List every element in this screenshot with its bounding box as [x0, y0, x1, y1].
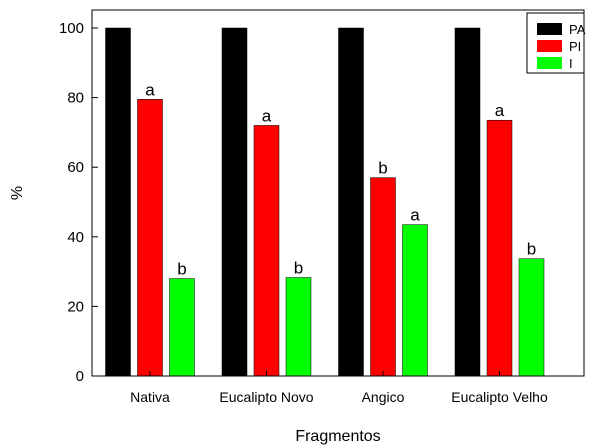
bar-data-label: a [262, 106, 272, 125]
bar-data-label: a [410, 206, 420, 225]
x-tick-label: Angico [362, 389, 405, 405]
y-tick-label: 80 [67, 90, 84, 107]
legend-label: I [569, 56, 573, 71]
legend-label: PA [569, 22, 586, 37]
legend-swatch-pa [537, 23, 562, 35]
legend-swatch-pi [537, 40, 562, 52]
bar-data-label: b [378, 159, 387, 178]
bar-pa-2 [338, 27, 364, 377]
bar-data-label: a [495, 101, 505, 120]
x-tick-label: Nativa [130, 389, 170, 405]
bar-i-1 [285, 277, 312, 377]
x-tick-label: Eucalipto Novo [219, 389, 313, 405]
legend-swatch-i [537, 57, 562, 69]
bars-layer [105, 27, 545, 377]
bar-labels-layer: a b a b b a a b [145, 80, 536, 278]
bar-pi-2 [370, 177, 396, 377]
y-tick-label: 0 [76, 368, 84, 385]
bar-data-label: b [527, 240, 536, 259]
x-tick-label: Eucalipto Velho [451, 389, 548, 405]
bar-pa-1 [221, 27, 248, 377]
plot-frame [91, 9, 585, 377]
bar-data-label: a [145, 80, 155, 99]
x-axis: Nativa Eucalipto Novo Angico Eucalipto Velh… [130, 371, 548, 405]
x-axis-label: Fragmentos [295, 428, 380, 445]
bar-data-label: b [294, 259, 303, 278]
y-tick-label: 60 [67, 159, 84, 176]
bar-pa-3 [454, 27, 481, 377]
y-tick-label: 40 [67, 229, 84, 246]
y-axis-label: % [9, 186, 26, 200]
legend: PA PI I [526, 12, 586, 74]
bar-i-2 [402, 224, 428, 377]
bar-i-3 [518, 258, 545, 377]
bar-pa-0 [105, 27, 131, 377]
bar-data-label: b [177, 260, 186, 279]
bar-i-0 [169, 278, 195, 377]
bar-pi-3 [486, 119, 513, 377]
bar-pi-1 [253, 125, 280, 377]
y-tick-label: 100 [59, 20, 84, 37]
legend-label: PI [569, 39, 581, 54]
y-tick-label: 20 [67, 298, 84, 315]
bar-pi-0 [137, 99, 163, 377]
y-axis: 0 20 40 60 80 100 [59, 20, 98, 385]
